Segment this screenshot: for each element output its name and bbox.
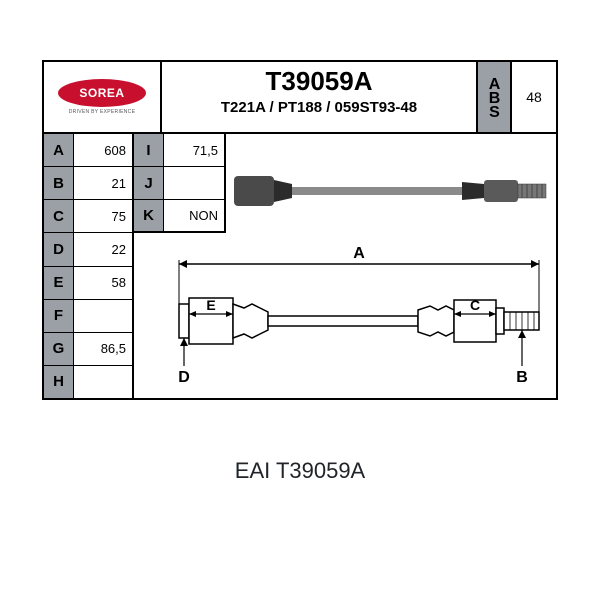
header: SOREA DRIVEN BY EXPERIENCE T39059A T221A…: [44, 62, 556, 134]
dim-label-B: B: [516, 369, 528, 386]
spec-val: 21: [74, 167, 132, 199]
spec-key: E: [44, 267, 74, 299]
spec-row: B21: [44, 167, 132, 200]
spec-key: H: [44, 366, 74, 398]
spec-row: A608: [44, 134, 132, 167]
abs-label-cell: ABS: [478, 62, 512, 132]
spec-col-left: A608 B21 C75 D22 E58 F G86,5 H: [44, 134, 134, 398]
dim-label-C: C: [470, 297, 480, 313]
spec-row: C75: [44, 200, 132, 233]
spec-row: D22: [44, 233, 132, 266]
spec-key: B: [44, 167, 74, 199]
spec-card: SOREA DRIVEN BY EXPERIENCE T39059A T221A…: [42, 60, 558, 400]
part-refs: T221A / PT188 / 059ST93-48: [162, 99, 476, 116]
product-render: [234, 176, 546, 206]
abs-value: 48: [526, 89, 542, 105]
dim-label-D: D: [178, 369, 190, 386]
right-joint: C B: [418, 297, 539, 386]
body: A608 B21 C75 D22 E58 F G86,5 H I71,5 J K…: [44, 134, 556, 398]
abs-label: ABS: [485, 76, 503, 118]
spec-val: 608: [74, 134, 132, 166]
spec-row: H: [44, 366, 132, 398]
brand-cell: SOREA DRIVEN BY EXPERIENCE: [44, 62, 162, 132]
driveshaft-diagram: A E D: [134, 134, 556, 398]
brand-tagline: DRIVEN BY EXPERIENCE: [69, 109, 135, 115]
title-cell: T39059A T221A / PT188 / 059ST93-48: [162, 62, 478, 132]
spec-key: G: [44, 333, 74, 365]
spec-val: 58: [74, 267, 132, 299]
spec-val: [74, 300, 132, 332]
caption: EAI T39059A: [0, 458, 600, 484]
technical-drawing: A E D: [178, 245, 539, 386]
spec-row: E58: [44, 267, 132, 300]
abs-value-cell: 48: [512, 62, 556, 132]
brand-name: SOREA: [79, 86, 124, 100]
diagram-area: I71,5 J KNON: [134, 134, 556, 398]
spec-key: A: [44, 134, 74, 166]
spec-val: 86,5: [74, 333, 132, 365]
part-code: T39059A: [162, 66, 476, 97]
spec-key: C: [44, 200, 74, 232]
dim-label-E: E: [206, 297, 215, 313]
spec-row: G86,5: [44, 333, 132, 366]
brand-logo: SOREA: [58, 79, 146, 107]
spec-key: D: [44, 233, 74, 265]
left-joint: E D: [178, 297, 268, 386]
spec-val: 75: [74, 200, 132, 232]
spec-val: [74, 366, 132, 398]
spec-val: 22: [74, 233, 132, 265]
spec-row: F: [44, 300, 132, 333]
dim-label-A: A: [353, 245, 365, 262]
spec-key: F: [44, 300, 74, 332]
